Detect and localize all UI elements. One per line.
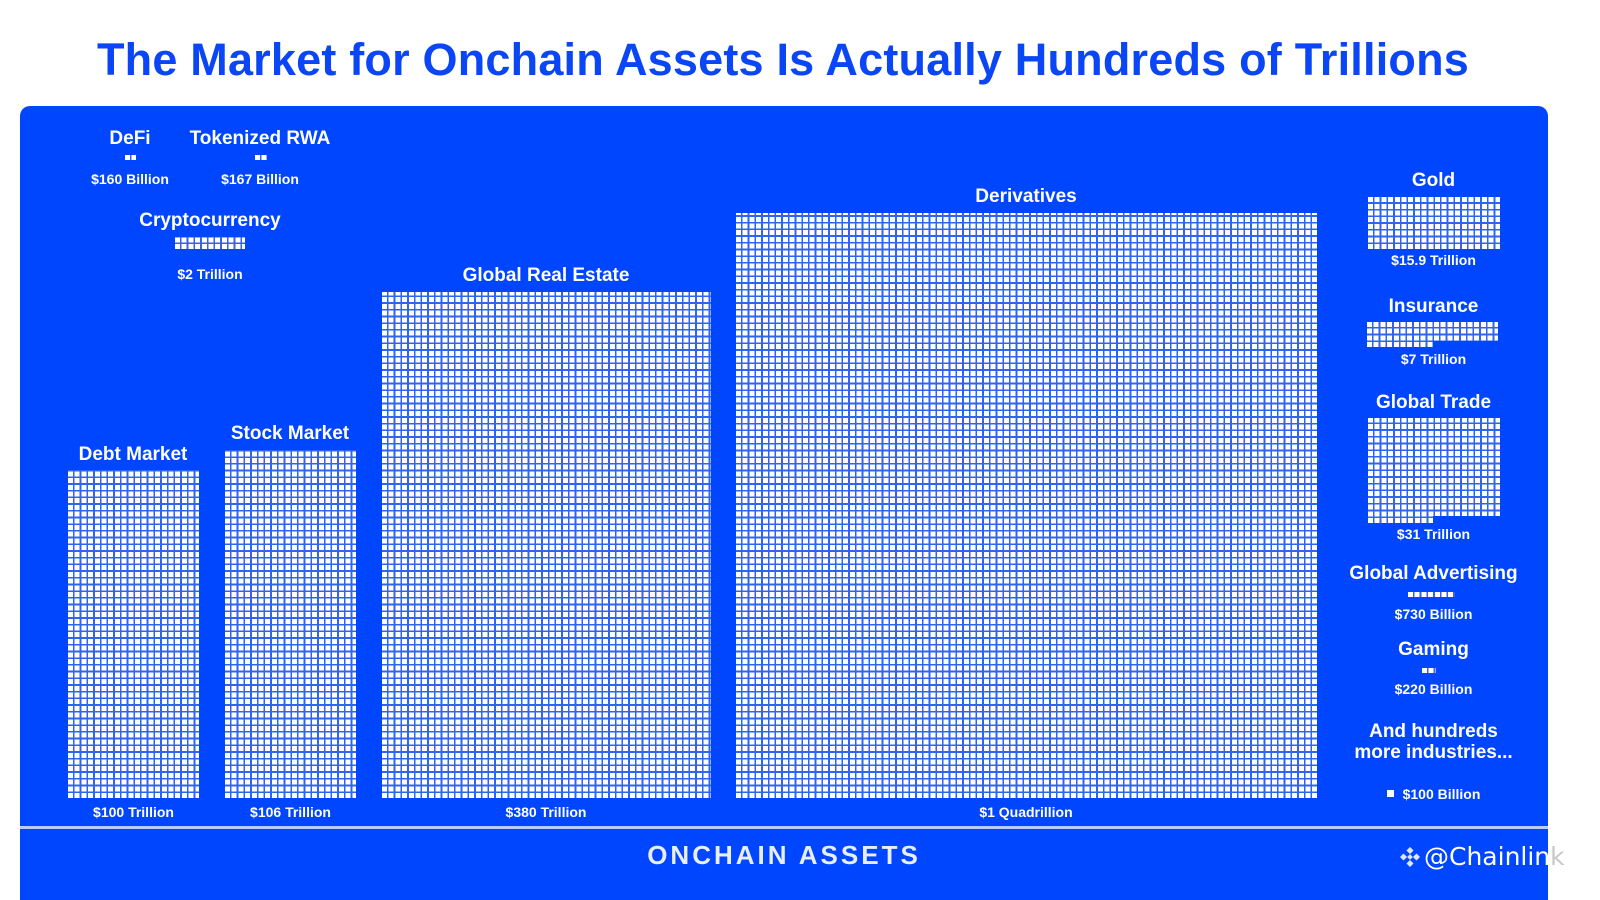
- insurance-value: $7 Trillion: [1400, 351, 1467, 367]
- derivatives-value: $1 Quadrillion: [979, 804, 1073, 820]
- more-industries-note: And hundreds more industries...: [1338, 721, 1529, 763]
- rwa-squares: [255, 155, 267, 160]
- gaming-label: Gaming: [1398, 639, 1469, 660]
- stock-label: Stock Market: [230, 423, 350, 444]
- watermark-text: @Chainlin: [1424, 842, 1551, 871]
- realestate-squares: [382, 292, 711, 798]
- derivatives-squares: [736, 213, 1317, 798]
- trade-label: Global Trade: [1375, 392, 1492, 413]
- more-industries-line2: more industries...: [1354, 742, 1513, 763]
- legend-unit-text: $100 Billion: [1402, 786, 1481, 802]
- trade-squares: [1368, 418, 1500, 523]
- unit-square-icon: [1386, 790, 1394, 797]
- crypto-value: $2 Trillion: [177, 266, 243, 282]
- ads-squares: [1408, 592, 1455, 597]
- watermark: @Chainlink: [1400, 842, 1565, 871]
- defi-squares: [125, 155, 136, 160]
- watermark-tail: k: [1550, 842, 1565, 871]
- realestate-label: Global Real Estate: [462, 265, 630, 286]
- gaming-value: $220 Billion: [1394, 681, 1473, 697]
- rwa-value: $167 Billion: [221, 171, 299, 187]
- gold-value: $15.9 Trillion: [1391, 252, 1476, 268]
- debt-label: Debt Market: [78, 444, 188, 465]
- realestate-value: $380 Trillion: [505, 804, 587, 820]
- footer-label: ONCHAIN ASSETS: [647, 840, 921, 870]
- ads-value: $730 Billion: [1394, 606, 1473, 622]
- stock-squares: [225, 450, 356, 798]
- crypto-label: Cryptocurrency: [139, 210, 281, 231]
- insurance-label: Insurance: [1388, 296, 1479, 317]
- gold-squares: [1368, 197, 1500, 249]
- debt-squares: [68, 470, 199, 798]
- more-industries-line1: And hundreds: [1369, 721, 1498, 742]
- rwa-label: Tokenized RWA: [189, 128, 331, 149]
- gold-label: Gold: [1411, 170, 1456, 191]
- chart-title: The Market for Onchain Assets Is Actuall…: [96, 34, 1470, 85]
- defi-label: DeFi: [109, 128, 151, 149]
- crypto-squares: [175, 237, 245, 249]
- trade-value: $31 Trillion: [1396, 526, 1471, 542]
- derivatives-label: Derivatives: [975, 186, 1077, 207]
- debt-value: $100 Trillion: [93, 804, 174, 820]
- gaming-squares: [1422, 668, 1436, 673]
- legend-unit: $100 Billion: [1368, 786, 1499, 802]
- footer-divider: [20, 826, 1548, 829]
- binance-logo-icon: [1400, 847, 1420, 867]
- ads-label: Global Advertising: [1349, 563, 1518, 584]
- stock-value: $106 Trillion: [250, 804, 331, 820]
- defi-value: $160 Billion: [91, 171, 169, 187]
